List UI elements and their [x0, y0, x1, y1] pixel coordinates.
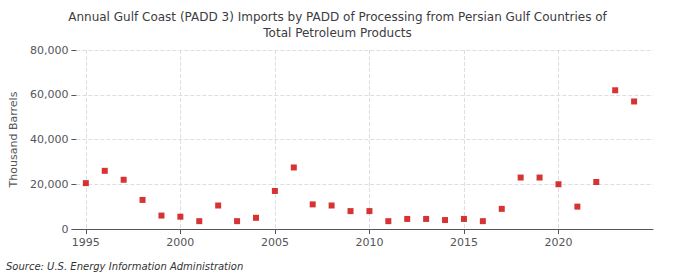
svg-text:2015: 2015: [450, 236, 478, 249]
svg-text:Annual Gulf Coast (PADD 3) Imp: Annual Gulf Coast (PADD 3) Imports by PA…: [68, 10, 607, 24]
svg-text:2020: 2020: [544, 236, 572, 249]
svg-text:2005: 2005: [261, 236, 289, 249]
svg-text:0: 0: [61, 223, 68, 236]
svg-text:Source: U.S. Energy Informatio: Source: U.S. Energy Information Administ…: [6, 261, 243, 272]
svg-text:Thousand Barrels: Thousand Barrels: [7, 91, 20, 188]
svg-text:2010: 2010: [355, 236, 383, 249]
svg-text:80,000: 80,000: [30, 44, 69, 57]
svg-text:20,000: 20,000: [30, 178, 69, 191]
svg-text:2000: 2000: [166, 236, 194, 249]
svg-text:Total Petroleum Products: Total Petroleum Products: [262, 26, 411, 40]
svg-text:1995: 1995: [72, 236, 100, 249]
svg-text:40,000: 40,000: [30, 133, 69, 146]
svg-text:60,000: 60,000: [30, 88, 69, 101]
